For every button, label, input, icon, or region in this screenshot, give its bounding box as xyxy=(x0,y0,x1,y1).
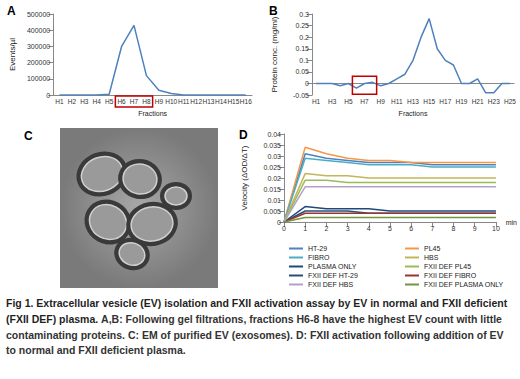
svg-text:H9: H9 xyxy=(377,98,386,105)
svg-text:0: 0 xyxy=(282,225,286,232)
svg-text:H15: H15 xyxy=(423,98,435,105)
svg-text:H6: H6 xyxy=(117,98,126,105)
svg-text:0.04: 0.04 xyxy=(267,131,281,138)
svg-text:FXII DEF FIBRO: FXII DEF FIBRO xyxy=(424,272,477,279)
svg-text:H23: H23 xyxy=(488,98,500,105)
svg-text:0.01: 0.01 xyxy=(267,197,281,204)
svg-text:500000: 500000 xyxy=(27,11,50,18)
svg-text:HBS: HBS xyxy=(424,254,439,261)
svg-text:9: 9 xyxy=(473,225,477,232)
svg-text:H1: H1 xyxy=(312,98,321,105)
svg-text:H25: H25 xyxy=(504,98,516,105)
svg-text:H5: H5 xyxy=(105,98,114,105)
svg-text:Fractions: Fractions xyxy=(399,110,428,117)
svg-text:H1: H1 xyxy=(55,98,64,105)
svg-text:H19: H19 xyxy=(456,98,468,105)
svg-text:0.015: 0.015 xyxy=(263,186,281,193)
svg-text:Fractions: Fractions xyxy=(138,110,167,117)
svg-text:FXII DEF HBS: FXII DEF HBS xyxy=(308,281,353,288)
svg-text:0.15: 0.15 xyxy=(295,45,309,52)
svg-text:0.2: 0.2 xyxy=(299,34,309,41)
svg-text:H3: H3 xyxy=(80,98,89,105)
svg-text:0.03: 0.03 xyxy=(267,153,281,160)
svg-text:H21: H21 xyxy=(472,98,484,105)
svg-text:A: A xyxy=(7,4,16,18)
svg-text:H15: H15 xyxy=(227,98,239,105)
svg-text:100000: 100000 xyxy=(27,75,50,82)
svg-text:Protein conc. (mg/ml): Protein conc. (mg/ml) xyxy=(270,16,279,92)
svg-text:0: 0 xyxy=(277,219,281,226)
svg-text:3: 3 xyxy=(346,225,350,232)
svg-text:H9: H9 xyxy=(155,98,164,105)
svg-text:0.3: 0.3 xyxy=(299,11,309,18)
svg-text:H14: H14 xyxy=(215,98,227,105)
svg-text:H7: H7 xyxy=(360,98,369,105)
svg-text:10: 10 xyxy=(492,225,500,232)
svg-text:H4: H4 xyxy=(93,98,102,105)
svg-text:PL45: PL45 xyxy=(424,245,440,252)
svg-text:FXII DEF HT-29: FXII DEF HT-29 xyxy=(308,272,358,279)
svg-text:H11: H11 xyxy=(178,98,190,105)
svg-text:300000: 300000 xyxy=(27,43,50,50)
html-text:Fig 1. Extracellular vesicle (: Fig 1. Extracellular vesicle (EV) isolat… xyxy=(6,297,508,357)
svg-text:H12: H12 xyxy=(190,98,202,105)
svg-text:0: 0 xyxy=(46,92,50,99)
svg-text:FXII DEF PLASMA ONLY: FXII DEF PLASMA ONLY xyxy=(424,281,504,288)
svg-text:0.025: 0.025 xyxy=(263,164,281,171)
svg-text:D: D xyxy=(239,128,248,142)
svg-text:200000: 200000 xyxy=(27,59,50,66)
svg-text:7: 7 xyxy=(430,225,434,232)
svg-text:Velocity (ΔOD/ΔT): Velocity (ΔOD/ΔT) xyxy=(240,145,249,210)
svg-text:H16: H16 xyxy=(240,98,252,105)
svg-text:H7: H7 xyxy=(130,98,139,105)
svg-text:H5: H5 xyxy=(344,98,353,105)
svg-text:H3: H3 xyxy=(328,98,337,105)
svg-text:H17: H17 xyxy=(439,98,451,105)
svg-text:PLASMA ONLY: PLASMA ONLY xyxy=(308,263,357,270)
svg-text:HT-29: HT-29 xyxy=(308,245,327,252)
svg-text:5: 5 xyxy=(388,225,392,232)
svg-text:6: 6 xyxy=(409,225,413,232)
svg-text:-0.05: -0.05 xyxy=(293,92,309,99)
svg-text:0.25: 0.25 xyxy=(295,22,309,29)
svg-text:0.005: 0.005 xyxy=(263,208,281,215)
svg-text:0.1: 0.1 xyxy=(299,57,309,64)
svg-text:0.05: 0.05 xyxy=(295,68,309,75)
svg-text:H11: H11 xyxy=(391,98,403,105)
svg-text:H10: H10 xyxy=(165,98,177,105)
svg-text:FIBRO: FIBRO xyxy=(308,254,330,261)
svg-text:0.035: 0.035 xyxy=(263,142,281,149)
svg-text:2: 2 xyxy=(324,225,328,232)
svg-text:400000: 400000 xyxy=(27,27,50,34)
svg-text:0: 0 xyxy=(305,80,309,87)
svg-text:4: 4 xyxy=(367,225,371,232)
svg-text:FXII DEF PL45: FXII DEF PL45 xyxy=(424,263,471,270)
svg-text:0.02: 0.02 xyxy=(267,175,281,182)
svg-text:H2: H2 xyxy=(68,98,77,105)
svg-text:H8: H8 xyxy=(142,98,151,105)
svg-text:H13: H13 xyxy=(203,98,215,105)
svg-text:8: 8 xyxy=(452,225,456,232)
svg-text:C: C xyxy=(24,129,33,143)
svg-text:H13: H13 xyxy=(407,98,419,105)
svg-text:1: 1 xyxy=(303,225,307,232)
svg-text:B: B xyxy=(269,4,278,18)
svg-text:Events/µl: Events/µl xyxy=(8,38,17,71)
svg-text:min: min xyxy=(506,219,517,226)
